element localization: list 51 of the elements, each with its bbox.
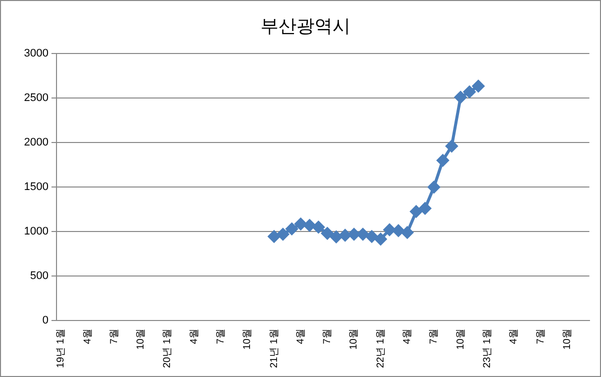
point xyxy=(428,181,440,194)
point xyxy=(419,202,432,214)
x-tick-label: 10월 xyxy=(136,328,147,350)
point xyxy=(384,224,396,236)
x-tick-label: 21년 1월 xyxy=(268,328,280,368)
y-tick-label: 500 xyxy=(30,270,48,282)
y-tick-label: 3000 xyxy=(24,48,48,60)
point xyxy=(312,221,324,234)
point xyxy=(366,230,378,242)
x-tick-label: 4월 xyxy=(402,328,414,344)
chart-title: 부산광역시 xyxy=(260,16,350,36)
y-tick-label: 2500 xyxy=(24,92,48,104)
x-tick-label: 4월 xyxy=(508,328,520,344)
x-tick-label: 22년 1월 xyxy=(375,328,386,368)
x-tick-label: 7월 xyxy=(216,328,227,344)
point xyxy=(401,226,414,238)
point xyxy=(276,228,289,240)
point xyxy=(446,140,458,152)
y-tick-label: 1500 xyxy=(24,181,48,194)
point xyxy=(374,233,387,246)
x-tick-label: 10월 xyxy=(455,328,466,350)
point xyxy=(339,229,352,242)
point xyxy=(330,230,342,243)
x-tick-label: 10월 xyxy=(348,328,360,350)
x-tick-label: 4월 xyxy=(82,328,94,344)
x-tick-label: 20년 1월 xyxy=(162,328,174,368)
x-tick-label: 23년 1월 xyxy=(482,328,493,368)
x-tick-label: 19년 1월 xyxy=(56,328,67,368)
point xyxy=(454,91,467,104)
y-tick-label: 2000 xyxy=(24,136,48,149)
x-tick-label: 7월 xyxy=(322,328,334,344)
point xyxy=(436,154,449,166)
x-tick-label: 7월 xyxy=(428,328,440,344)
point xyxy=(268,230,280,242)
point xyxy=(392,224,404,237)
x-tick-label: 7월 xyxy=(535,328,546,344)
point xyxy=(294,218,307,230)
x-tick-label: 10월 xyxy=(562,328,573,350)
x-tick-label: 7월 xyxy=(108,328,120,344)
point xyxy=(472,80,484,92)
y-tick-label: 0 xyxy=(42,314,48,327)
point xyxy=(321,227,334,240)
y-tick-label: 1000 xyxy=(24,226,48,238)
point xyxy=(348,228,360,240)
point xyxy=(463,86,476,98)
x-tick-label: 4월 xyxy=(188,328,200,344)
x-tick-label: 4월 xyxy=(295,328,306,344)
point xyxy=(304,219,316,232)
x-tick-label: 10월 xyxy=(242,328,254,350)
point xyxy=(410,206,422,218)
point xyxy=(286,222,298,235)
